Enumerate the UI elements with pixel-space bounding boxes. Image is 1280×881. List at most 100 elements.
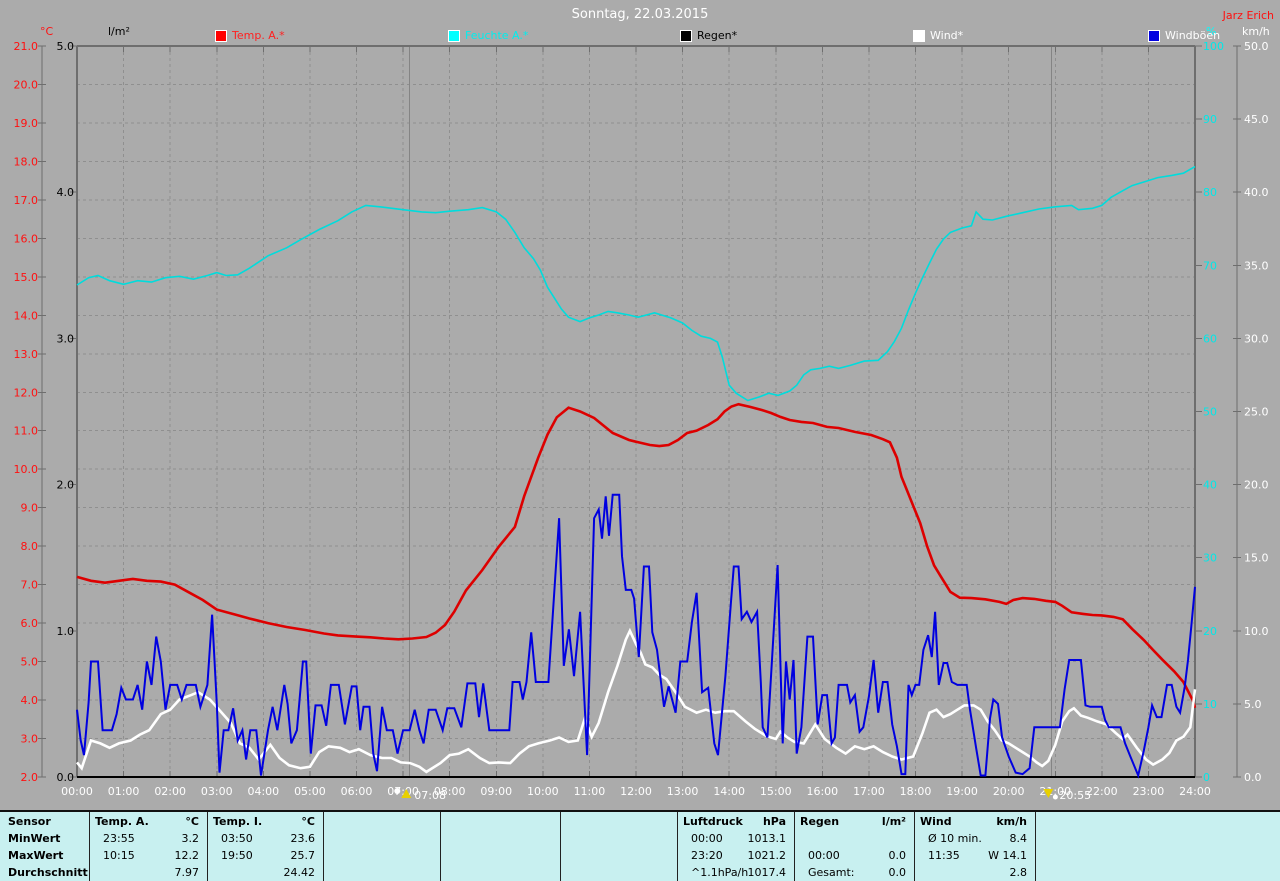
x-tick-label: 06:00 [341,785,373,798]
temp-tick-label: 14.0 [14,309,39,322]
page-title: Sonntag, 22.03.2015 [571,7,709,22]
x-tick-label: 20:00 [993,785,1025,798]
station-owner-label: Jarz Erich [1222,9,1274,22]
table-cell: 23:20 [691,849,723,862]
temp-tick-label: 19.0 [14,117,39,130]
x-tick-label: 17:00 [853,785,885,798]
rain-tick-label: 3.0 [57,332,75,345]
temp-tick-label: 9.0 [21,502,39,515]
table-divider [207,812,208,881]
table-divider [89,812,90,881]
hum-tick-label: 70 [1203,259,1217,272]
table-cell: MinWert [8,832,61,845]
legend-label: Windböen [1165,29,1221,42]
axis-unit-wind: km/h [1242,25,1270,38]
table-cell: 11:35 [928,849,960,862]
table-cell: °C [301,815,315,828]
x-tick-label: 03:00 [201,785,233,798]
temp-tick-label: 6.0 [21,617,39,630]
table-cell: 00:00 [808,849,840,862]
table-cell: Luftdruck [683,815,743,828]
summary-table: Sensor MinWert MaxWert Durchschnitt Temp. A.… [0,810,1280,881]
legend-label: Regen* [697,29,738,42]
temp-tick-label: 10.0 [14,463,39,476]
table-cell: 0.0 [888,866,907,879]
temp-tick-label: 13.0 [14,348,39,361]
table-divider [914,812,915,881]
x-tick-label: 10:00 [527,785,559,798]
table-cell: 1021.2 [747,849,787,862]
x-tick-label: 01:00 [108,785,140,798]
table-divider [323,812,324,881]
temp-tick-label: 2.0 [21,771,39,784]
table-cell: l/m² [881,815,906,828]
table-cell: Gesamt: [808,866,855,879]
x-tick-label: 15:00 [760,785,792,798]
temp-tick-label: 17.0 [14,194,39,207]
x-tick-label: 07:00 [387,785,419,798]
temp-tick-label: 15.0 [14,271,39,284]
windaxis-tick-label: 40.0 [1244,186,1269,199]
hum-tick-label: 0 [1203,771,1210,784]
hum-tick-label: 10 [1203,698,1217,711]
rain-tick-label: 1.0 [57,625,75,638]
table-cell: 8.4 [1009,832,1028,845]
x-tick-label: 08:00 [434,785,466,798]
x-tick-label: 18:00 [900,785,932,798]
x-tick-label: 24:00 [1179,785,1211,798]
table-cell: 12.2 [174,849,200,862]
windaxis-tick-label: 20.0 [1244,479,1269,492]
sunset-arrow-icon [1043,789,1054,798]
chart-area: 00:00 01:00 02:00 03:00 04:00 05:00 06:00 07:00… [14,40,1269,802]
table-cell: ^1.1hPa/h [691,866,749,879]
x-tick-label: 19:00 [946,785,978,798]
hum-tick-label: 60 [1203,332,1217,345]
table-cell: Regen [800,815,840,828]
windaxis-tick-label: 15.0 [1244,552,1269,565]
legend-label: Temp. A.* [232,29,285,42]
table-cell: 23.6 [290,832,316,845]
sunset-time-label: 20:55 [1059,789,1091,802]
legend-label: Wind* [930,29,964,42]
temp-tick-label: 16.0 [14,232,39,245]
table-divider [440,812,441,881]
temp-tick-label: 7.0 [21,579,39,592]
legend-swatch-icon [913,30,925,42]
windaxis-tick-label: 5.0 [1244,698,1262,711]
x-tick-label: 09:00 [480,785,512,798]
x-tick-label: 02:00 [154,785,186,798]
table-cell: 25.7 [290,849,316,862]
legend-label: Feuchte A.* [465,29,529,42]
hum-tick-label: 20 [1203,625,1217,638]
sunrise-time-label: 07:08 [414,789,446,802]
temp-a--line [76,402,1197,709]
temp-tick-label: 3.0 [21,733,39,746]
rain-tick-label: 0.0 [57,771,75,784]
table-cell: 7.97 [174,866,200,879]
x-tick-label: 23:00 [1133,785,1165,798]
table-cell: 23:55 [103,832,135,845]
table-cell: 00:00 [691,832,723,845]
hum-tick-label: 90 [1203,113,1217,126]
table-cell: MaxWert [8,849,64,862]
windb-en-line [76,493,1196,779]
windaxis-tick-label: 10.0 [1244,625,1269,638]
rain-tick-label: 5.0 [57,40,75,53]
temp-tick-label: 20.0 [14,78,39,91]
hum-tick-label: 40 [1203,479,1217,492]
table-cell: 3.2 [181,832,200,845]
temp-tick-label: 4.0 [21,694,39,707]
table-cell: 03:50 [221,832,253,845]
table-cell: km/h [996,815,1027,828]
table-cell: 1017.4 [747,866,787,879]
x-tick-label: 12:00 [620,785,652,798]
legend: Temp. A.* Feuchte A.* Regen* Wind* Windböen [0,29,1280,45]
x-tick-label: 16:00 [806,785,838,798]
rain-tick-label: 2.0 [57,479,75,492]
axis-unit-humidity: % [1206,25,1217,38]
temp-tick-label: 12.0 [14,386,39,399]
table-cell: 2.8 [1009,866,1028,879]
table-cell: 0.0 [888,849,907,862]
table-cell: hPa [762,815,786,828]
